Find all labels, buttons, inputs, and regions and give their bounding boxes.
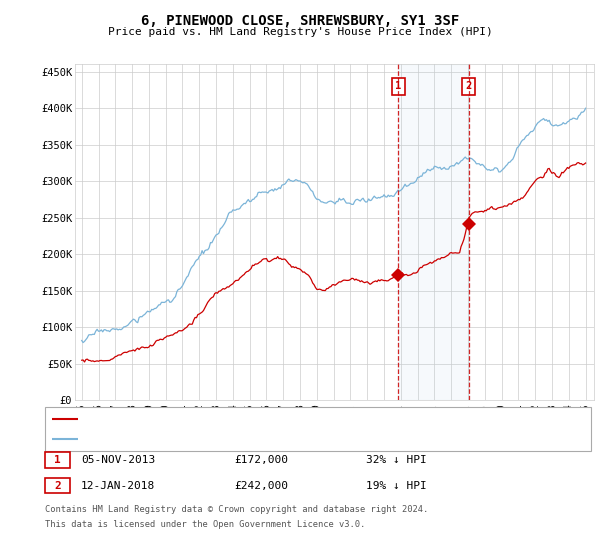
Bar xyxy=(398,64,469,400)
Text: 1: 1 xyxy=(54,455,61,465)
Text: 6, PINEWOOD CLOSE, SHREWSBURY, SY1 3SF (detached house): 6, PINEWOOD CLOSE, SHREWSBURY, SY1 3SF (… xyxy=(83,414,427,424)
Text: 12-JAN-2018: 12-JAN-2018 xyxy=(81,480,155,491)
Text: HPI: Average price, detached house, Shropshire: HPI: Average price, detached house, Shro… xyxy=(83,433,370,444)
Text: 6, PINEWOOD CLOSE, SHREWSBURY, SY1 3SF: 6, PINEWOOD CLOSE, SHREWSBURY, SY1 3SF xyxy=(141,14,459,28)
Text: This data is licensed under the Open Government Licence v3.0.: This data is licensed under the Open Gov… xyxy=(45,520,365,529)
Text: 2: 2 xyxy=(466,81,472,91)
Text: £242,000: £242,000 xyxy=(234,480,288,491)
Text: 19% ↓ HPI: 19% ↓ HPI xyxy=(366,480,427,491)
Text: 1: 1 xyxy=(395,81,401,91)
Text: 32% ↓ HPI: 32% ↓ HPI xyxy=(366,455,427,465)
Text: 2: 2 xyxy=(54,480,61,491)
Text: Price paid vs. HM Land Registry's House Price Index (HPI): Price paid vs. HM Land Registry's House … xyxy=(107,27,493,37)
Text: Contains HM Land Registry data © Crown copyright and database right 2024.: Contains HM Land Registry data © Crown c… xyxy=(45,505,428,514)
Text: £172,000: £172,000 xyxy=(234,455,288,465)
Text: 05-NOV-2013: 05-NOV-2013 xyxy=(81,455,155,465)
